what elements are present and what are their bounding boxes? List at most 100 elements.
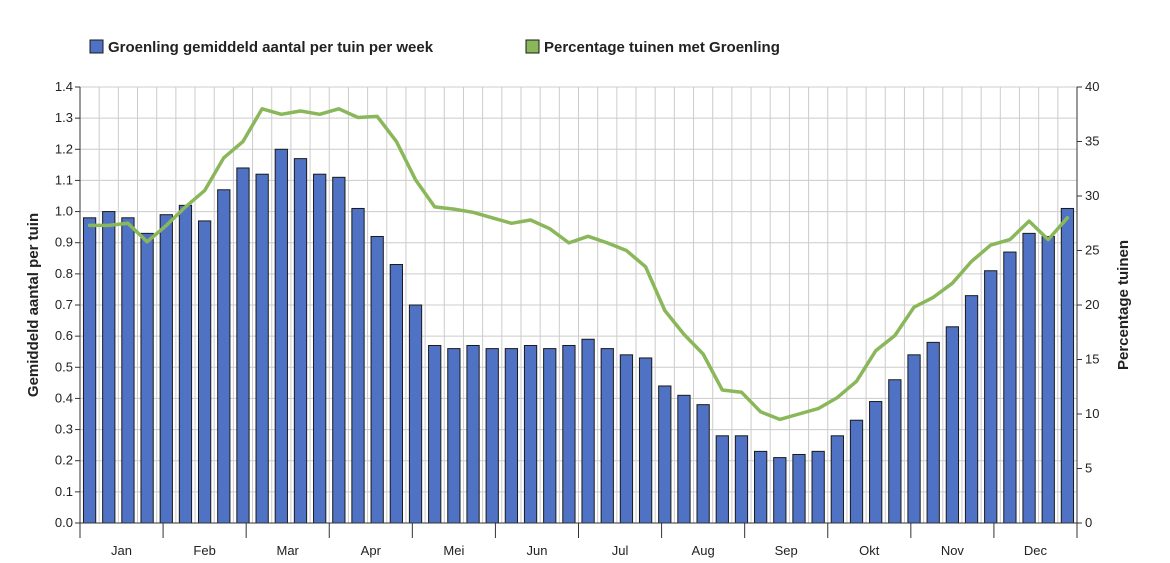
y2-axis-title: Percentage tuinen <box>1115 240 1132 370</box>
x-tick-label: Sep <box>775 543 798 558</box>
bar <box>696 404 710 524</box>
x-tick-label: Jun <box>526 543 547 558</box>
legend-swatch-bars <box>89 39 104 54</box>
bar <box>102 211 116 524</box>
bar <box>734 435 749 524</box>
y-tick-label: 0.4 <box>55 390 73 405</box>
bar <box>217 189 231 524</box>
bar <box>504 348 519 524</box>
y-tick-label: 0.5 <box>55 359 73 374</box>
bar <box>945 326 960 524</box>
bar <box>638 357 653 524</box>
bar <box>926 341 940 524</box>
percentage-line <box>87 107 1070 422</box>
axes: 0.0 0.1 0.2 0.3 0.4 0.5 0.6 0.7 0.8 0.9 1.0 1.1 1.2 1… <box>55 79 1100 558</box>
bar <box>1022 232 1036 524</box>
y-tick-label: 1.1 <box>55 172 73 187</box>
x-tick-label: Jan <box>111 543 132 558</box>
y-axis-title: Gemiddeld aantal per tuin <box>25 213 42 397</box>
bar <box>293 158 308 524</box>
legend-label-bars: Groenling gemiddeld aantal per tuin per … <box>108 39 434 56</box>
y-tick-label: 1.4 <box>55 79 73 94</box>
bar <box>849 419 864 524</box>
legend: Groenling gemiddeld aantal per tuin per … <box>89 39 780 56</box>
x-tick-label: Mei <box>443 543 464 558</box>
y2-tick-label: 25 <box>1085 243 1099 258</box>
bar <box>351 207 365 524</box>
y-tick-label: 0.3 <box>55 422 73 437</box>
bar <box>255 173 269 524</box>
bar <box>754 450 768 524</box>
bar <box>543 348 557 524</box>
y-tick-label: 0.6 <box>55 328 73 343</box>
bar <box>121 217 135 524</box>
bar <box>677 394 691 524</box>
bar <box>236 167 250 524</box>
bar <box>964 295 979 524</box>
bar <box>562 344 576 524</box>
bar <box>332 176 346 524</box>
bar-series <box>82 148 1075 524</box>
y2-tick-label: 35 <box>1085 134 1099 149</box>
bar <box>1003 251 1017 524</box>
bar <box>715 435 729 524</box>
bar <box>370 235 384 524</box>
y-tick-label: 0.8 <box>55 266 73 281</box>
y2-tick-label: 40 <box>1085 79 1099 94</box>
bar <box>830 435 844 524</box>
bar <box>197 220 212 524</box>
bar <box>523 344 538 524</box>
bar <box>1060 207 1075 524</box>
x-tick-label: Feb <box>193 543 215 558</box>
bar <box>888 379 902 524</box>
bar <box>408 304 423 524</box>
y2-tick-label: 0 <box>1085 515 1092 530</box>
x-tick-label: Jul <box>612 543 629 558</box>
bar <box>447 348 461 524</box>
x-tick-label: Nov <box>941 543 965 558</box>
x-tick-label: Apr <box>361 543 382 558</box>
bar <box>600 348 614 524</box>
y-tick-label: 1.3 <box>55 110 73 125</box>
y2-tick-label: 20 <box>1085 297 1099 312</box>
bar <box>773 457 787 524</box>
y-tick-label: 0.1 <box>55 484 73 499</box>
bar <box>140 232 154 524</box>
x-tick-label: Aug <box>692 543 715 558</box>
bar <box>984 270 998 524</box>
y2-tick-label: 5 <box>1085 461 1092 476</box>
bar <box>1041 235 1055 524</box>
y2-tick-label: 15 <box>1085 352 1099 367</box>
legend-label-line: Percentage tuinen met Groenling <box>544 39 780 56</box>
y-tick-label: 0.2 <box>55 453 73 468</box>
x-tick-label: Dec <box>1024 543 1048 558</box>
bar <box>869 401 883 524</box>
bar <box>178 204 193 524</box>
bar <box>313 173 327 524</box>
bar <box>428 344 442 524</box>
bar <box>82 217 97 524</box>
bar <box>389 264 403 524</box>
bar <box>274 148 288 524</box>
bar <box>581 338 595 524</box>
y2-tick-label: 30 <box>1085 188 1099 203</box>
bar <box>658 385 672 524</box>
y-tick-label: 0.9 <box>55 235 73 250</box>
bar <box>466 344 480 524</box>
bar <box>811 450 825 524</box>
bar <box>792 453 806 524</box>
bar <box>159 214 173 524</box>
legend-swatch-line <box>525 39 540 54</box>
y2-tick-label: 10 <box>1085 406 1099 421</box>
line-series <box>87 107 1070 422</box>
x-tick-label: Mar <box>277 543 300 558</box>
y-tick-label: 0.7 <box>55 297 73 312</box>
y-tick-label: 1.2 <box>55 141 73 156</box>
bar <box>619 354 634 524</box>
y-tick-label: 0.0 <box>55 515 73 530</box>
x-tick-label: Okt <box>859 543 880 558</box>
y-tick-label: 1.0 <box>55 204 73 219</box>
bar <box>485 348 499 524</box>
bar <box>907 354 921 524</box>
